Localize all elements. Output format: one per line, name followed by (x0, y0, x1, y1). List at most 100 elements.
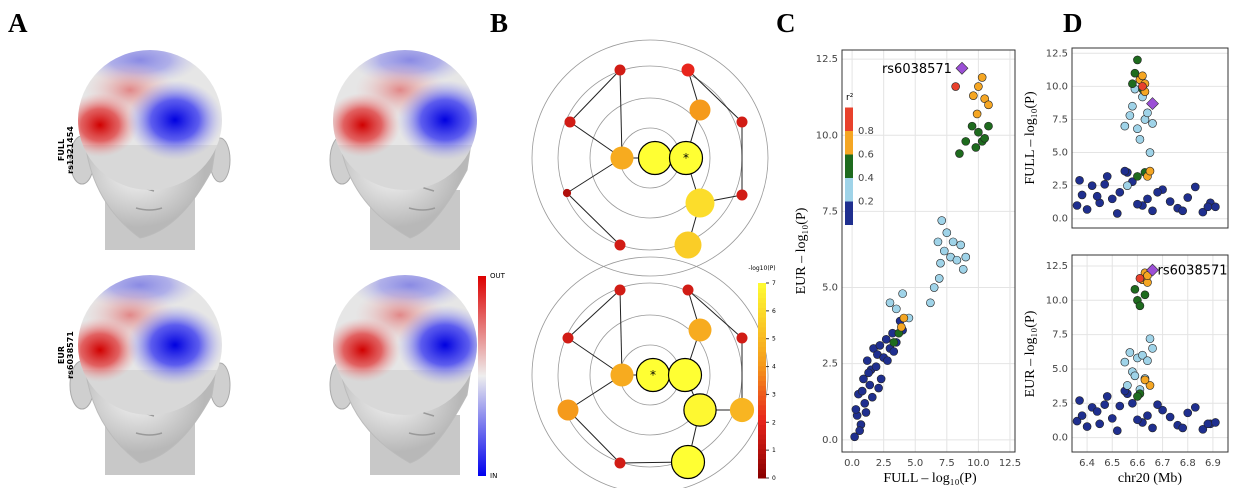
edge (567, 193, 620, 245)
point (852, 405, 860, 413)
point (856, 427, 864, 435)
point (1131, 285, 1139, 293)
point (974, 128, 982, 136)
colorbar-tick-label: 0 (772, 475, 776, 482)
x-tick-label: 2.5 (876, 458, 892, 469)
point (890, 348, 898, 356)
y-tick-label: 0.0 (1052, 433, 1068, 444)
node (737, 333, 748, 344)
point (1121, 122, 1129, 130)
legend-swatch (845, 178, 853, 202)
x-tick-label: 7.5 (939, 458, 955, 469)
y-tick-label: 7.5 (1052, 114, 1068, 125)
panel-label: C (776, 8, 796, 38)
colorbar-step (758, 395, 766, 400)
point (981, 134, 989, 142)
point (953, 256, 961, 264)
edge (570, 70, 620, 122)
point (861, 399, 869, 407)
legend-swatch (845, 202, 853, 226)
colorbar-step (758, 424, 766, 429)
point (978, 73, 986, 81)
colorbar-step (758, 381, 766, 386)
colorbar-step (758, 449, 766, 454)
legend-tick-label: 0.2 (858, 197, 874, 208)
point (952, 83, 960, 91)
point (1149, 424, 1157, 432)
point (1133, 392, 1141, 400)
node (565, 117, 576, 128)
point (974, 83, 982, 91)
point (1211, 418, 1219, 426)
point (1078, 412, 1086, 420)
lead-snp-label: rs6038571 (882, 62, 952, 77)
point (1136, 135, 1144, 143)
point (899, 290, 907, 298)
head (62, 35, 230, 250)
x-axis-label: chr20 (Mb) (1118, 471, 1182, 486)
point (1123, 182, 1131, 190)
point (1076, 176, 1084, 184)
colorbar-step (758, 366, 766, 371)
colorbar-step (758, 444, 766, 449)
point (858, 387, 866, 395)
node (730, 398, 754, 422)
out-in-colorbar (478, 276, 486, 476)
y-tick-label: 10.0 (1046, 81, 1068, 92)
colorbar-step (758, 303, 766, 308)
point (1136, 274, 1144, 282)
point (1121, 358, 1129, 366)
point (868, 393, 876, 401)
colorbar-step (758, 410, 766, 415)
point (1093, 408, 1101, 416)
point (943, 229, 951, 237)
colorbar-step (758, 351, 766, 356)
colorbar-step (758, 468, 766, 473)
point (962, 253, 970, 261)
point (1154, 188, 1162, 196)
y-axis-label: FULL – log₁₀(P) (1023, 91, 1038, 185)
point (875, 384, 883, 392)
colorbar-step (758, 429, 766, 434)
point (1138, 82, 1146, 90)
y-tick-label: 12.5 (1046, 48, 1068, 59)
x-tick-label: 0.0 (844, 458, 860, 469)
node (682, 64, 695, 77)
point (1123, 381, 1131, 389)
y-axis-label: EUR – log₁₀(P) (794, 207, 809, 294)
point (1113, 209, 1121, 217)
colorbar-step (758, 361, 766, 366)
point (1096, 420, 1104, 428)
point (1108, 414, 1116, 422)
colorbar-step (758, 342, 766, 347)
point (1149, 207, 1157, 215)
y-tick-label: 12.5 (816, 54, 838, 65)
colorbar-step (758, 473, 766, 478)
colorbar-step (758, 356, 766, 361)
colorbar-step (758, 283, 766, 288)
y-tick-label: 10.0 (816, 130, 838, 141)
point (872, 363, 880, 371)
edge (620, 70, 622, 158)
node (611, 147, 634, 170)
point (1116, 402, 1124, 410)
x-tick-label: 6.7 (1155, 458, 1171, 469)
point (862, 408, 870, 416)
colorbar-tick-label: 1 (772, 447, 776, 454)
colorbar-step (758, 463, 766, 468)
edge (568, 290, 620, 338)
point (1083, 423, 1091, 431)
x-tick-label: 5.0 (907, 458, 923, 469)
colorbar-step (758, 293, 766, 298)
point (1128, 399, 1136, 407)
point (900, 314, 908, 322)
point (1143, 109, 1151, 117)
point (973, 110, 981, 118)
point (938, 217, 946, 225)
panel-label: D (1063, 8, 1083, 38)
head-label: rs1321454 (66, 126, 75, 174)
x-tick-label: 12.5 (999, 458, 1021, 469)
point (984, 101, 992, 109)
point (1116, 188, 1124, 196)
point (968, 122, 976, 130)
